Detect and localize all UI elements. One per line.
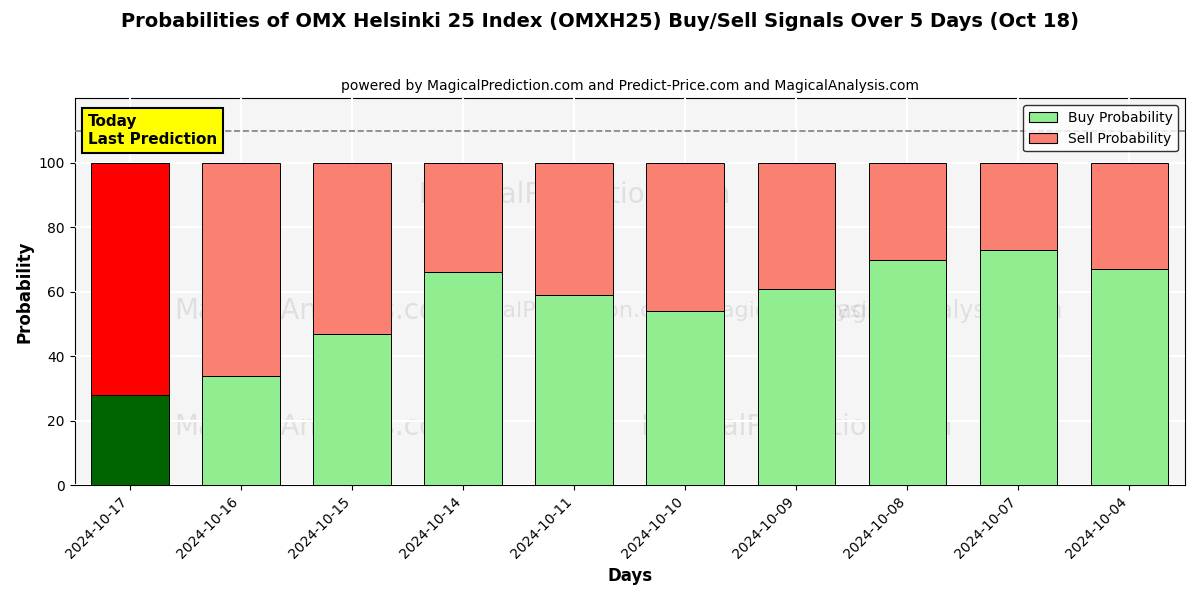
Text: Today
Last Prediction: Today Last Prediction bbox=[88, 115, 217, 147]
Bar bbox=[535, 163, 613, 295]
Bar bbox=[1091, 163, 1169, 269]
Bar bbox=[869, 260, 947, 485]
Bar bbox=[647, 311, 725, 485]
Bar bbox=[757, 163, 835, 289]
Bar bbox=[757, 289, 835, 485]
X-axis label: Days: Days bbox=[607, 567, 653, 585]
Text: MagicalPrediction.com: MagicalPrediction.com bbox=[640, 413, 953, 441]
Bar bbox=[979, 163, 1057, 250]
Bar bbox=[203, 163, 280, 376]
Text: MagicalPrediction.com: MagicalPrediction.com bbox=[418, 181, 731, 209]
Text: MagicalAnalysis.com: MagicalAnalysis.com bbox=[174, 413, 463, 441]
Bar bbox=[91, 395, 169, 485]
Legend: Buy Probability, Sell Probability: Buy Probability, Sell Probability bbox=[1024, 105, 1178, 151]
Bar bbox=[203, 376, 280, 485]
Y-axis label: Probability: Probability bbox=[16, 241, 34, 343]
Text: MagicalPrediction.com  MagicalAnalysis.com: MagicalPrediction.com MagicalAnalysis.co… bbox=[437, 301, 934, 321]
Bar bbox=[979, 250, 1057, 485]
Text: MagicalAnalysis.com: MagicalAnalysis.com bbox=[174, 297, 463, 325]
Bar bbox=[425, 163, 502, 272]
Bar bbox=[869, 163, 947, 260]
Text: MagicalAnalysis.com: MagicalAnalysis.com bbox=[818, 299, 1063, 323]
Text: Probabilities of OMX Helsinki 25 Index (OMXH25) Buy/Sell Signals Over 5 Days (Oc: Probabilities of OMX Helsinki 25 Index (… bbox=[121, 12, 1079, 31]
Bar bbox=[91, 163, 169, 395]
Bar bbox=[647, 163, 725, 311]
Bar bbox=[535, 295, 613, 485]
Title: powered by MagicalPrediction.com and Predict-Price.com and MagicalAnalysis.com: powered by MagicalPrediction.com and Pre… bbox=[341, 79, 919, 93]
Bar bbox=[425, 272, 502, 485]
Bar bbox=[1091, 269, 1169, 485]
Bar bbox=[313, 334, 391, 485]
Bar bbox=[313, 163, 391, 334]
